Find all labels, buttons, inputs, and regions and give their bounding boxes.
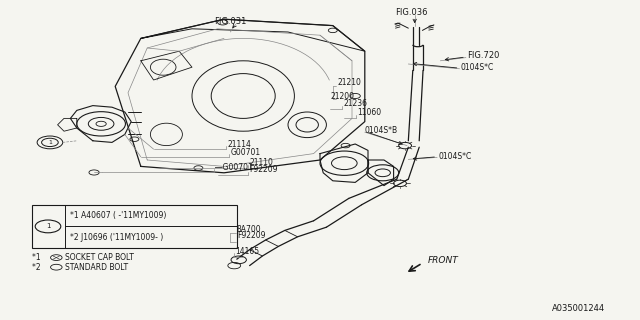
Text: 1: 1	[45, 223, 51, 229]
Text: F92209: F92209	[250, 165, 278, 174]
Text: G00701: G00701	[230, 148, 260, 156]
Text: FIG.036: FIG.036	[395, 8, 428, 17]
Text: FIG.031: FIG.031	[214, 17, 247, 26]
Text: SOCKET CAP BOLT: SOCKET CAP BOLT	[65, 253, 134, 262]
Bar	[32, 205, 237, 248]
Text: 21200: 21200	[330, 92, 355, 100]
Text: STANDARD BOLT: STANDARD BOLT	[65, 263, 129, 272]
Text: 0104S*C: 0104S*C	[438, 152, 472, 161]
Text: FRONT: FRONT	[428, 256, 458, 265]
Text: 21210: 21210	[337, 78, 361, 87]
Text: ―G00701: ―G00701	[215, 163, 253, 172]
Text: 1: 1	[48, 140, 52, 145]
Text: 11060: 11060	[357, 108, 381, 117]
Text: 14165: 14165	[236, 247, 260, 256]
Text: 8A700: 8A700	[237, 225, 261, 234]
Text: 21114: 21114	[227, 140, 251, 149]
Text: 21236: 21236	[343, 99, 367, 108]
Text: *1 A40607 ( -'11MY1009): *1 A40607 ( -'11MY1009)	[70, 211, 167, 220]
Text: *2 J10696 ('11MY1009- ): *2 J10696 ('11MY1009- )	[70, 233, 164, 242]
Text: F92209: F92209	[237, 231, 266, 240]
Text: 21110: 21110	[250, 158, 273, 167]
Text: 0104S*B: 0104S*B	[365, 126, 398, 135]
Text: 0104S*C: 0104S*C	[461, 63, 494, 72]
Text: A035001244: A035001244	[552, 304, 605, 313]
Text: *1: *1	[32, 253, 43, 262]
Text: *2: *2	[32, 263, 43, 272]
Text: FIG.720: FIG.720	[467, 51, 500, 60]
